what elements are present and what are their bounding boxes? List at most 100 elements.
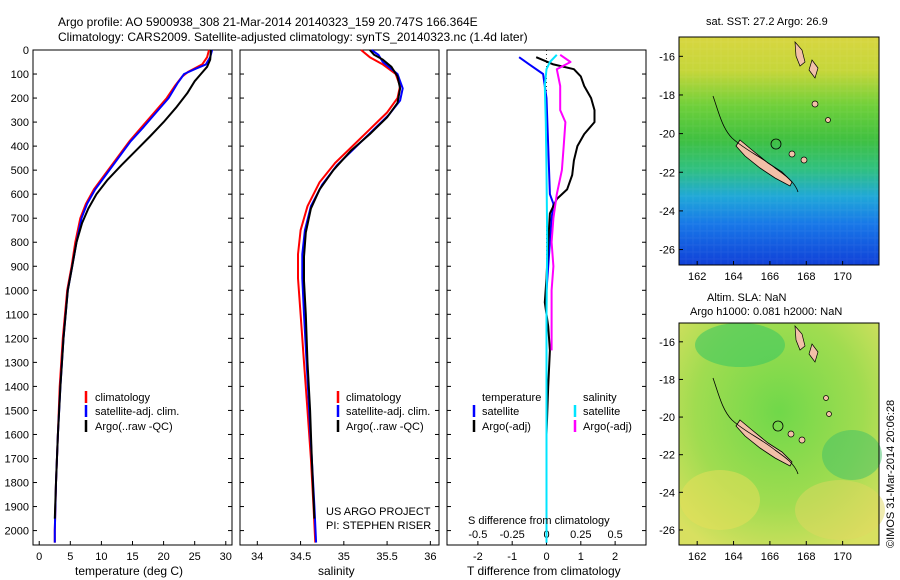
vanuatu-island: [808, 343, 819, 363]
vanuatu-island: [794, 40, 806, 67]
map-y-tick-label: -16: [659, 51, 675, 63]
series-line-salinity-argo-adj-: [550, 53, 572, 351]
map-y-tick-label: -22: [659, 450, 675, 462]
depth-tick-label: 1500: [5, 405, 29, 417]
header-line1: Argo profile: AO 5900938_308 21-Mar-2014…: [58, 15, 478, 29]
loyalty-island: [788, 150, 796, 158]
map-x-tick-label: 170: [833, 551, 851, 563]
map-y-tick-label: -18: [659, 374, 675, 386]
x-tick-label-top: -0.25: [500, 529, 525, 541]
map-y-tick-label: -20: [659, 412, 675, 424]
depth-tick-label: 800: [11, 237, 29, 249]
depth-tick-label: 1400: [5, 381, 29, 393]
depth-tick-label: 200: [11, 93, 29, 105]
legend-label-climatology: climatology: [346, 392, 402, 404]
xlabel-difference: T difference from climatology: [467, 564, 621, 578]
depth-tick-label: 1800: [5, 478, 29, 490]
series-line-salinity-satellite: [543, 54, 558, 543]
chart-marks: 0 5 10 15 20 25 30 34 34.5 35 35.5 36 -2 -1 0 1 2 -0.5 -0.…: [36, 49, 623, 563]
series-line-satellite-adj-clim-: [53, 49, 214, 543]
series-line-satellite-adj-clim-: [301, 49, 404, 543]
depth-tick-label: 1900: [5, 502, 29, 514]
series-line-argo-raw-qc-: [53, 49, 212, 519]
vanuatu-island: [794, 324, 806, 351]
legend-label-argo: Argo(..raw -QC): [346, 421, 424, 433]
depth-tick-label: 400: [11, 141, 29, 153]
depth-tick-label: 300: [11, 117, 29, 129]
new-caledonia-landmass: [735, 419, 793, 467]
vanuatu-island: [808, 59, 819, 79]
loyalty-island: [787, 430, 795, 438]
depth-tick-label: 2000: [5, 526, 29, 538]
legend-label-satellite: satellite-adj. clim.: [346, 406, 430, 418]
map-y-tick-label: -26: [659, 245, 675, 257]
sla-map: [678, 322, 885, 546]
x-tick-label-top: -0.5: [468, 529, 487, 541]
x-tick-label: 20: [157, 551, 169, 563]
x-tick-label-top: 0.25: [570, 529, 591, 541]
sst-map: [678, 36, 880, 266]
temperature-legend: climatology satellite-adj. clim. Argo(..…: [84, 391, 179, 433]
legend-header-temperature: temperature: [482, 392, 541, 404]
legend-header-salinity: salinity: [583, 392, 617, 404]
x-tick-label: 10: [95, 551, 107, 563]
argo-location-marker: [770, 138, 782, 150]
salinity-legend: climatology satellite-adj. clim. Argo(..…: [326, 391, 431, 532]
xlabel-top: S difference from climatology: [468, 515, 610, 527]
map-y-tick-label: -24: [659, 487, 675, 499]
x-tick-label: 34.5: [290, 551, 311, 563]
xlabel-temperature: temperature (deg C): [75, 564, 183, 578]
depth-tick-label: 1100: [5, 309, 29, 321]
depth-tick-label: 500: [11, 165, 29, 177]
x-tick-label: 35.5: [376, 551, 397, 563]
map-y-tick-label: -24: [659, 206, 675, 218]
map-x-tick-label: 168: [797, 271, 815, 283]
sla-map-subtitle: Argo h1000: 0.081 h2000: NaN: [690, 306, 842, 318]
x-tick-label: 5: [67, 551, 73, 563]
map-y-tick-label: -20: [659, 129, 675, 141]
map-x-tick-label: 162: [688, 271, 706, 283]
depth-tick-label: 100: [11, 69, 29, 81]
legend-label-sal-satellite: satellite: [583, 406, 620, 418]
x-tick-label: 25: [189, 551, 201, 563]
series-line-temperature-satellite: [518, 56, 555, 543]
legend-label-temp-satellite: satellite: [482, 406, 519, 418]
sla-map-title: Altim. SLA: NaN: [707, 292, 787, 304]
legend-label-argo: Argo(..raw -QC): [95, 421, 173, 433]
map-x-tick-label: 164: [724, 551, 742, 563]
x-tick-label: 1: [578, 551, 584, 563]
x-tick-label: -1: [507, 551, 517, 563]
loyalty-island: [798, 436, 806, 444]
header-line2: Climatology: CARS2009. Satellite-adjuste…: [58, 30, 528, 44]
x-tick-label: 0: [36, 551, 42, 563]
map-x-tick-label: 164: [724, 271, 742, 283]
sst-map-title: sat. SST: 27.2 Argo: 26.9: [706, 16, 828, 28]
map-x-tick-label: 166: [761, 551, 779, 563]
depth-tick-label: 1600: [5, 429, 29, 441]
map-x-tick-label: 166: [761, 271, 779, 283]
legend-label-temp-argo: Argo(-adj): [482, 421, 531, 433]
map-y-tick-label: -18: [659, 90, 675, 102]
depth-tick-label: 0: [23, 45, 29, 57]
argo-location-marker: [772, 420, 784, 432]
series-line-argo-raw-qc-: [303, 49, 402, 519]
reef-contour: [712, 377, 799, 475]
x-tick-label: 15: [126, 551, 138, 563]
series-line-climatology: [53, 49, 210, 543]
map-axes: 162 164 166 168 170 -16 -18 -20 -22 -24 -26 162 164 1…: [659, 51, 852, 563]
island: [811, 100, 819, 108]
x-tick-label: 36: [424, 551, 436, 563]
x-tick-label: 34: [251, 551, 263, 563]
x-tick-label: 30: [220, 551, 232, 563]
reef-contour: [712, 95, 799, 193]
map-x-tick-label: 162: [688, 551, 706, 563]
legend-label-satellite: satellite-adj. clim.: [95, 406, 179, 418]
depth-tick-label: 600: [11, 189, 29, 201]
map-x-tick-label: 168: [797, 551, 815, 563]
legend-label-climatology: climatology: [95, 392, 151, 404]
x-tick-label: 0: [543, 551, 549, 563]
depth-tick-label: 900: [11, 261, 29, 273]
map-y-tick-label: -16: [659, 337, 675, 349]
x-tick-label: -2: [473, 551, 483, 563]
